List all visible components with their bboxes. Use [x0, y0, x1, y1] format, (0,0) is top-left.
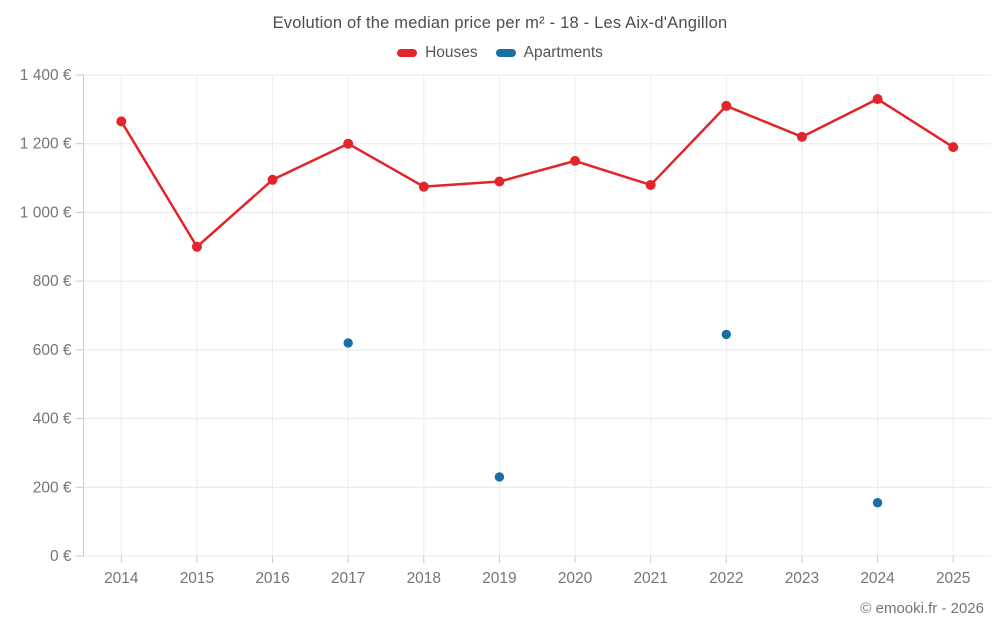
houses-data-point	[948, 142, 959, 153]
chart-title: Evolution of the median price per m² - 1…	[272, 14, 728, 32]
apartments-data-point	[494, 472, 505, 482]
houses-line	[120, 97, 955, 249]
x-axis-label: 2014	[104, 570, 139, 587]
y-axis-label: 400 €	[33, 411, 72, 428]
y-axis-label: 800 €	[33, 273, 72, 290]
houses-data-point	[721, 100, 732, 111]
copyright-attribution: © emooki.fr - 2026	[860, 600, 984, 617]
houses-data-point	[191, 241, 202, 252]
apartments-data-point	[872, 498, 883, 508]
houses-data-point	[872, 94, 883, 105]
y-axis-label: 1 200 €	[20, 136, 72, 153]
x-axis-label: 2021	[633, 570, 667, 587]
apartments-data-point	[343, 338, 353, 348]
legend-item-apartments: Apartments	[495, 44, 603, 62]
legend-label-apartments: Apartments	[523, 44, 603, 61]
x-axis-label: 2023	[785, 570, 819, 587]
x-axis-label: 2020	[558, 570, 593, 587]
chart-legend: Houses Apartments	[0, 44, 1000, 62]
houses-legend-marker-icon	[397, 49, 418, 57]
y-axis-label: 600 €	[33, 342, 72, 359]
legend-label-houses: Houses	[425, 44, 478, 61]
y-axis-label: 0 €	[50, 548, 72, 565]
x-axis-label: 2015	[180, 570, 214, 587]
houses-data-point	[494, 176, 505, 187]
x-axis-label: 2022	[709, 570, 743, 587]
houses-data-point	[343, 138, 354, 149]
houses-data-point	[418, 181, 429, 192]
houses-data-point	[570, 155, 581, 166]
legend-item-houses: Houses	[397, 44, 478, 62]
y-axis-label: 1 000 €	[20, 204, 72, 221]
x-axis-label: 2019	[482, 570, 516, 587]
apartments-legend-marker-icon	[495, 49, 516, 57]
houses-data-point	[645, 179, 656, 190]
x-axis-label: 2017	[331, 570, 365, 587]
x-axis-label: 2018	[407, 570, 441, 587]
y-axis-label: 200 €	[33, 479, 72, 496]
houses-data-point	[796, 131, 807, 142]
houses-data-point	[116, 116, 127, 127]
y-axis-label: 1 400 €	[20, 67, 72, 84]
x-axis-label: 2024	[860, 570, 895, 587]
houses-data-point	[267, 174, 278, 185]
apartments-data-point	[721, 329, 732, 340]
x-axis-label: 2025	[936, 570, 970, 587]
x-axis-label: 2016	[255, 570, 289, 587]
